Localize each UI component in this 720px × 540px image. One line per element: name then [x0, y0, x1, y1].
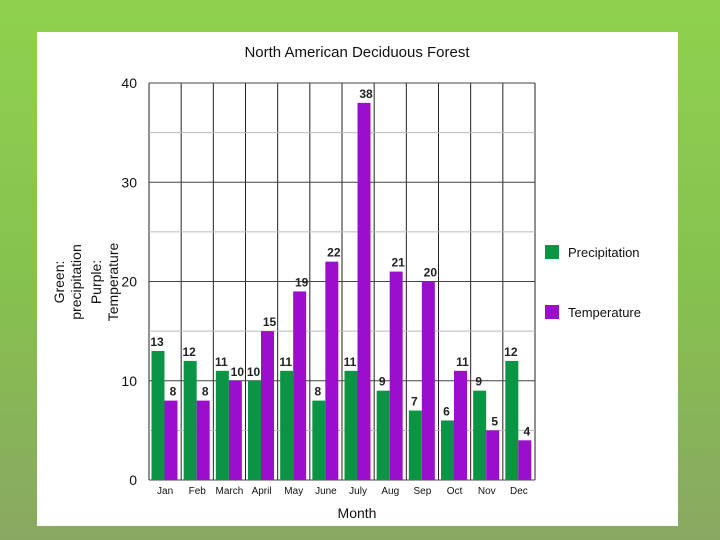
precipitation-bar	[312, 400, 326, 480]
data-label: 5	[491, 414, 498, 428]
x-axis-title: Month	[338, 505, 377, 521]
data-label: 8	[170, 385, 177, 399]
precipitation-bar	[376, 390, 390, 480]
legend-swatch	[545, 245, 559, 259]
data-label: 12	[504, 345, 518, 359]
data-label: 9	[475, 375, 482, 389]
x-tick-label: Oct	[447, 486, 463, 497]
y-axis-title: Green: precipitation Purple: Temperature	[51, 242, 121, 321]
data-label: 8	[314, 385, 321, 399]
temperature-bar	[357, 102, 371, 480]
y-tick-label: 20	[121, 274, 137, 290]
temperature-bar	[261, 331, 274, 480]
data-label: 13	[150, 335, 164, 349]
x-tick-label: Dec	[510, 486, 528, 497]
data-label: 8	[202, 385, 209, 399]
data-label: 15	[263, 315, 277, 329]
data-label: 21	[391, 256, 405, 270]
x-tick-label: June	[315, 486, 337, 497]
data-label: 22	[327, 246, 341, 260]
x-tick-label: Jan	[157, 486, 173, 497]
data-label: 6	[443, 404, 450, 418]
temperature-bar	[389, 271, 403, 480]
data-label: 10	[231, 365, 245, 379]
axes: 0 10 20 30 40 Jan Feb March April May June July Aug S…	[121, 75, 527, 497]
precipitation-bar	[344, 370, 358, 480]
y-tick-label: 0	[129, 472, 137, 488]
x-tick-label: Aug	[381, 486, 399, 497]
x-tick-label: July	[349, 486, 367, 497]
x-tick-label: Feb	[189, 486, 207, 497]
legend-label: Temperature	[568, 305, 641, 320]
data-label: 7	[411, 395, 418, 409]
data-label: 19	[295, 275, 309, 289]
temperature-bar	[293, 291, 307, 480]
y-tick-label: 30	[121, 174, 137, 190]
y-tick-label: 40	[121, 75, 137, 91]
y-tick-label: 10	[121, 373, 137, 389]
temperature-bar	[228, 380, 242, 480]
temperature-bar	[325, 261, 339, 480]
data-label: 11	[456, 355, 469, 369]
data-label: 11	[279, 355, 292, 369]
temperature-bar	[518, 440, 532, 480]
precipitation-bar	[505, 360, 519, 480]
data-label: 10	[247, 365, 261, 379]
chart-title: North American Deciduous Forest	[244, 44, 470, 61]
y-axis-title-line: Purple:	[88, 260, 104, 304]
precipitation-bar	[280, 370, 294, 480]
temperature-bar	[196, 400, 210, 480]
legend: Precipitation Temperature	[545, 245, 641, 320]
x-tick-label: Nov	[478, 486, 496, 497]
data-label: 12	[182, 345, 196, 359]
precipitation-bar	[408, 410, 422, 480]
precipitation-bar	[473, 390, 487, 480]
temperature-bar	[164, 400, 178, 480]
x-tick-label: Sep	[414, 486, 432, 497]
y-axis-title-text: Green: precipitation Purple: Temperature	[51, 242, 121, 321]
x-tick-label: March	[216, 486, 244, 497]
bar-chart: North American Deciduous Forest 13121110…	[51, 44, 641, 521]
precipitation-bar	[183, 360, 197, 480]
slide-background: North American Deciduous Forest 13 12 11 10…	[37, 32, 678, 526]
temperature-bar	[454, 370, 467, 480]
x-tick-label: April	[252, 486, 272, 497]
y-axis-title-line: precipitation	[68, 244, 84, 320]
data-label: 20	[424, 266, 438, 280]
data-label: 4	[523, 424, 530, 438]
data-label: 38	[359, 87, 373, 101]
gridlines	[148, 82, 536, 481]
temperature-bar	[421, 281, 435, 480]
data-label: 9	[379, 375, 386, 389]
precipitation-bar	[151, 350, 165, 480]
data-label: 11	[215, 355, 228, 369]
data-label: 11	[344, 355, 357, 369]
precipitation-bar	[441, 420, 454, 480]
legend-swatch	[545, 305, 559, 319]
y-axis-title-line: Green:	[51, 261, 67, 304]
legend-label: Precipitation	[568, 245, 640, 260]
precipitation-bar	[248, 380, 261, 480]
y-axis-title-line: Temperature	[105, 242, 121, 321]
precipitation-bar	[215, 370, 229, 480]
temperature-bar	[486, 430, 500, 480]
x-tick-label: May	[284, 486, 303, 497]
